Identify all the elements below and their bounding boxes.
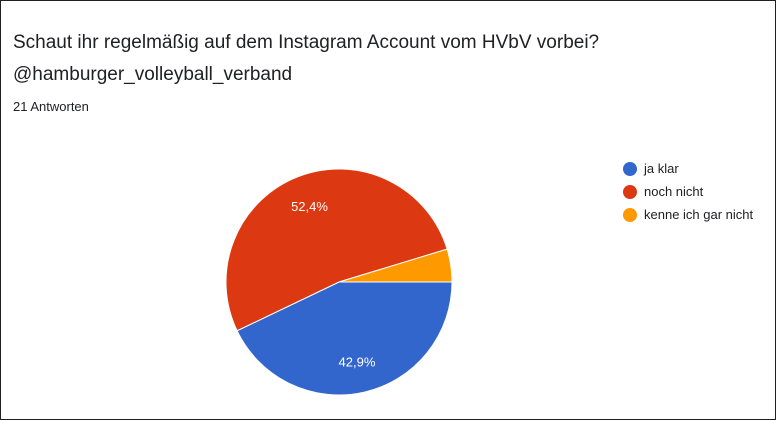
question-text: Schaut ihr regelmäßig auf dem Instagram … bbox=[13, 32, 600, 53]
legend-label: kenne ich gar nicht bbox=[644, 207, 754, 222]
pie-slice-kenne-ich-gar-nicht[interactable] bbox=[338, 248, 453, 283]
legend-swatch bbox=[623, 185, 637, 199]
pie-slice-ja-klar[interactable] bbox=[236, 281, 453, 396]
legend-swatch bbox=[623, 162, 637, 176]
response-count: 21 Antworten bbox=[13, 99, 89, 114]
legend-label: ja klar bbox=[644, 161, 679, 176]
slice-data-label: 52,4% bbox=[291, 199, 328, 214]
legend-item-kenne-ich-gar-nicht[interactable]: kenne ich gar nicht bbox=[623, 207, 753, 230]
legend-swatch bbox=[623, 208, 637, 222]
question-title: Schaut ihr regelmäßig auf dem Instagram … bbox=[13, 27, 599, 91]
legend-label: noch nicht bbox=[644, 184, 704, 199]
chart-legend: ja klar noch nicht kenne ich gar nicht bbox=[623, 161, 753, 230]
question-subtitle: @hamburger_volleyball_verband bbox=[13, 64, 293, 85]
slice-data-label: 42,9% bbox=[339, 354, 376, 369]
legend-item-ja-klar[interactable]: ja klar bbox=[623, 161, 753, 184]
legend-item-noch-nicht[interactable]: noch nicht bbox=[623, 184, 753, 207]
pie-slice-noch-nicht[interactable] bbox=[225, 168, 448, 332]
